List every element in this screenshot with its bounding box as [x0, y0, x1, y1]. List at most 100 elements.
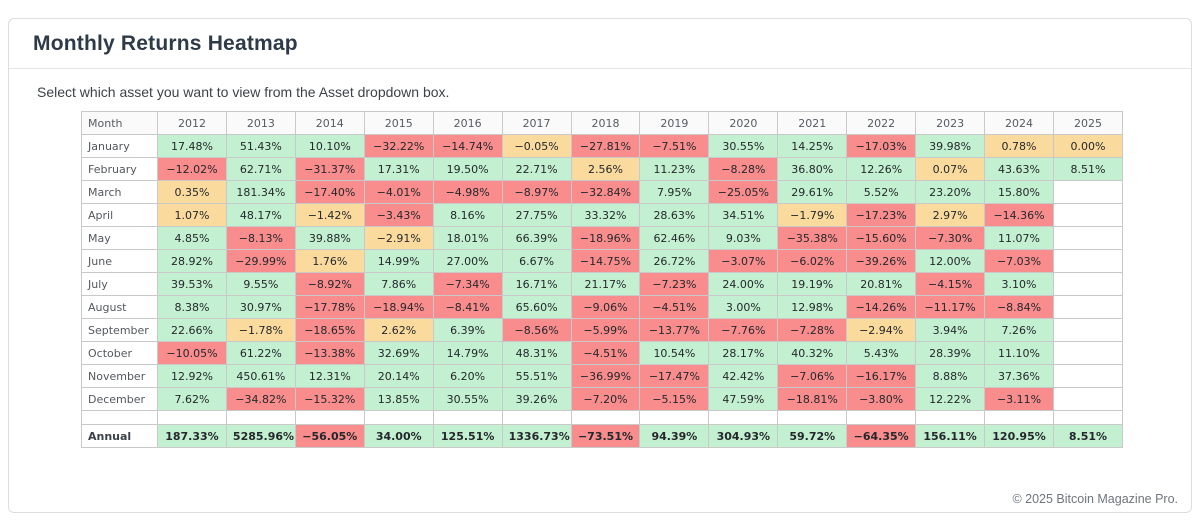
return-cell: −8.41% [432, 295, 503, 319]
return-cell [1052, 341, 1124, 365]
return-cell: 12.00% [915, 249, 986, 273]
return-cell: 12.98% [777, 295, 848, 319]
year-header: 2018 [570, 111, 641, 135]
return-cell: 22.66% [157, 318, 227, 342]
return-cell: 19.50% [432, 157, 503, 181]
return-cell: −16.17% [846, 364, 917, 388]
month-label: May [81, 226, 158, 250]
return-cell: 2.56% [570, 157, 641, 181]
return-cell: 14.99% [363, 249, 434, 273]
return-cell: −10.05% [157, 341, 227, 365]
return-cell: −3.11% [984, 387, 1054, 411]
return-cell: 65.60% [501, 295, 572, 319]
return-cell: −32.84% [570, 180, 641, 204]
return-cell: 28.92% [157, 249, 227, 273]
return-cell: −6.02% [777, 249, 848, 273]
return-cell: 156.11% [915, 424, 986, 448]
return-cell: 9.55% [225, 272, 296, 296]
return-cell: 43.63% [984, 157, 1054, 181]
return-cell: 30.55% [432, 387, 503, 411]
return-cell: 8.51% [1052, 424, 1124, 448]
return-cell [1052, 180, 1124, 204]
return-cell: −8.92% [294, 272, 365, 296]
table-row: Annual 187.33% 5285.96% −56.05% 34.00% 125.51… [81, 424, 1124, 448]
year-header: 2012 [157, 111, 227, 135]
return-cell: −29.99% [225, 249, 296, 273]
return-cell: 14.25% [777, 134, 848, 158]
year-header: 2024 [984, 111, 1054, 135]
return-cell: −18.96% [570, 226, 641, 250]
return-cell: 48.17% [225, 203, 296, 227]
year-header: 2016 [432, 111, 503, 135]
card-body: Select which asset you want to view from… [9, 69, 1191, 513]
return-cell: 47.59% [708, 387, 779, 411]
return-cell: −17.03% [846, 134, 917, 158]
spacer-cell [915, 410, 986, 425]
return-cell: 2.62% [363, 318, 434, 342]
return-cell: 42.42% [708, 364, 779, 388]
return-cell: 17.31% [363, 157, 434, 181]
table-head: Month 2012 2013 2014 2015 2016 2017 2018 2019 202… [81, 111, 1124, 135]
spacer-cell [81, 410, 158, 425]
year-header: 2023 [915, 111, 986, 135]
return-cell: −8.97% [501, 180, 572, 204]
return-cell: −1.78% [225, 318, 296, 342]
card-header: Monthly Returns Heatmap [9, 19, 1191, 69]
spacer-cell [984, 410, 1054, 425]
table-row: January 17.48% 51.43% 10.10% −32.22% −14.74% −… [81, 134, 1124, 158]
table-row: December 7.62% −34.82% −15.32% 13.85% 30.55% 3… [81, 387, 1124, 411]
return-cell: −4.01% [363, 180, 434, 204]
return-cell: −7.76% [708, 318, 779, 342]
month-label: December [81, 387, 158, 411]
return-cell: −34.82% [225, 387, 296, 411]
return-cell: 450.61% [225, 364, 296, 388]
month-label: August [81, 295, 158, 319]
return-cell: −7.20% [570, 387, 641, 411]
return-cell: −17.47% [639, 364, 710, 388]
returns-heatmap-table: Month 2012 2013 2014 2015 2016 2017 2018 2019 202… [81, 111, 1124, 448]
return-cell: −4.15% [915, 272, 986, 296]
heatmap-card: Monthly Returns Heatmap Select which ass… [8, 18, 1192, 513]
return-cell: 4.85% [157, 226, 227, 250]
return-cell: 66.39% [501, 226, 572, 250]
return-cell: −7.28% [777, 318, 848, 342]
return-cell: 10.10% [294, 134, 365, 158]
spacer-cell [570, 410, 641, 425]
return-cell: 18.01% [432, 226, 503, 250]
return-cell: 62.46% [639, 226, 710, 250]
return-cell: 0.78% [984, 134, 1054, 158]
year-header: 2019 [639, 111, 710, 135]
return-cell: 39.88% [294, 226, 365, 250]
return-cell: −1.79% [777, 203, 848, 227]
table-row: November 12.92% 450.61% 12.31% 20.14% 6.20% 55… [81, 364, 1124, 388]
return-cell: −13.77% [639, 318, 710, 342]
year-header: 2022 [846, 111, 917, 135]
table-row: September 22.66% −1.78% −18.65% 2.62% 6.39% −8… [81, 318, 1124, 342]
return-cell: 59.72% [777, 424, 848, 448]
return-cell: 181.34% [225, 180, 296, 204]
return-cell: 9.03% [708, 226, 779, 250]
return-cell: −7.23% [639, 272, 710, 296]
table-row: May 4.85% −8.13% 39.88% −2.91% 18.01% 66.39% −1… [81, 226, 1124, 250]
return-cell: −12.02% [157, 157, 227, 181]
return-cell [1052, 226, 1124, 250]
return-cell: 11.07% [984, 226, 1054, 250]
return-cell: −2.94% [846, 318, 917, 342]
month-label: April [81, 203, 158, 227]
return-cell: 17.48% [157, 134, 227, 158]
return-cell: 28.17% [708, 341, 779, 365]
return-cell: 304.93% [708, 424, 779, 448]
return-cell: −14.26% [846, 295, 917, 319]
return-cell: −39.26% [846, 249, 917, 273]
return-cell: −8.84% [984, 295, 1054, 319]
return-cell: −7.03% [984, 249, 1054, 273]
return-cell: −3.80% [846, 387, 917, 411]
return-cell: 5285.96% [225, 424, 296, 448]
return-cell: −4.98% [432, 180, 503, 204]
return-cell [1052, 364, 1124, 388]
return-cell [1052, 318, 1124, 342]
spacer-cell [432, 410, 503, 425]
month-label: October [81, 341, 158, 365]
return-cell: −73.51% [570, 424, 641, 448]
return-cell: 3.94% [915, 318, 986, 342]
